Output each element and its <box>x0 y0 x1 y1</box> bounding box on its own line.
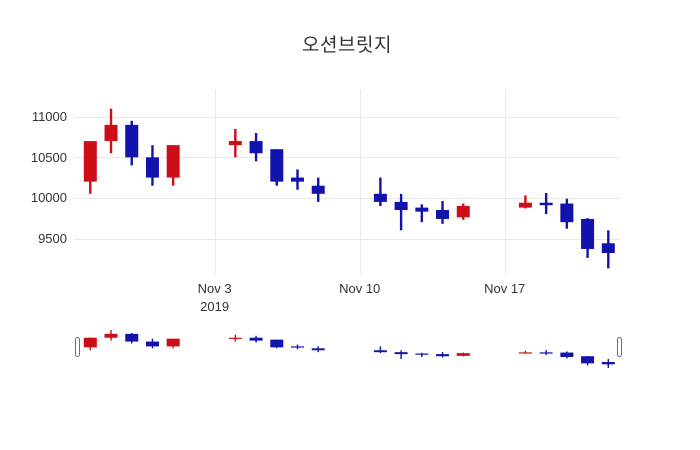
x-tick-label-nov17: Nov 17 <box>484 281 526 296</box>
candle-2019-11-13 <box>415 204 429 223</box>
candle-2019-11-20 <box>560 198 574 229</box>
mini-candle-2019-11-15 <box>456 352 470 357</box>
mini-candle-2019-11-19 <box>539 350 553 356</box>
candle-2019-10-29 <box>104 108 118 154</box>
mini-candle-2019-11-08 <box>311 346 325 353</box>
candle-2019-11-12 <box>394 193 408 231</box>
candle-2019-11-15 <box>456 203 470 220</box>
candle-2019-11-14 <box>436 201 450 224</box>
x-tick-label-nov3-year: 2019 <box>200 299 230 314</box>
mini-candle-2019-11-05 <box>249 335 263 343</box>
mini-candle-2019-11-12 <box>394 350 408 359</box>
gridline-x-nov3 <box>214 90 216 274</box>
candle-2019-10-28 <box>83 141 97 194</box>
candle-2019-11-06 <box>270 149 284 186</box>
candle-2019-11-21 <box>581 218 595 258</box>
main-plot-area[interactable] <box>74 90 620 275</box>
candle-2019-11-04 <box>228 128 242 158</box>
candle-2019-10-31 <box>145 145 159 186</box>
gridline-y-9500 <box>74 238 620 240</box>
mini-candle-2019-11-18 <box>518 350 532 354</box>
candle-2019-11-11 <box>373 177 387 206</box>
y-tick-label-9500: 9500 <box>38 230 67 246</box>
x-tick-label-nov3: Nov 3 2019 <box>198 280 232 316</box>
chart-title: 오션브릿지 <box>302 35 392 56</box>
x-tick-label-nov10: Nov 10 <box>339 281 381 296</box>
candle-2019-11-22 <box>601 230 615 269</box>
mini-candle-2019-10-28 <box>83 337 97 351</box>
y-tick-label-10500: 10500 <box>30 149 67 165</box>
mini-candle-2019-10-29 <box>104 330 118 341</box>
mini-candle-2019-11-21 <box>581 356 595 366</box>
y-tick-label-11000: 11000 <box>31 109 67 124</box>
mini-candle-2019-11-04 <box>228 334 242 342</box>
mini-candle-2019-11-07 <box>291 344 304 350</box>
candle-2019-11-19 <box>539 192 553 215</box>
gridline-x-nov10 <box>359 90 361 274</box>
candle-2019-11-01 <box>166 145 180 186</box>
mini-candle-2019-11-14 <box>436 351 450 358</box>
mini-candle-2019-11-06 <box>270 339 284 349</box>
rangeslider-left-handle[interactable] <box>74 337 80 357</box>
x-tick-label-nov3-line1: Nov 3 <box>197 281 232 296</box>
candle-2019-10-30 <box>125 120 139 166</box>
candle-2019-11-05 <box>249 132 263 162</box>
y-tick-label-10000: 10000 <box>30 190 67 205</box>
mini-candle-2019-10-30 <box>125 332 139 344</box>
mini-candle-2019-11-22 <box>601 358 615 368</box>
candle-2019-11-07 <box>291 169 304 190</box>
mini-candle-2019-10-31 <box>145 338 159 349</box>
candle-2019-11-08 <box>311 177 325 202</box>
gridline-y-10500 <box>74 157 620 159</box>
mini-candle-2019-11-01 <box>166 338 180 349</box>
mini-candle-2019-11-11 <box>373 346 387 354</box>
gridline-x-nov17 <box>504 90 506 274</box>
candle-2019-11-18 <box>518 195 532 209</box>
gridline-y-11000 <box>74 116 620 118</box>
mini-candle-2019-11-13 <box>415 352 429 358</box>
rangeslider-right-handle[interactable] <box>616 337 622 357</box>
rangeslider[interactable] <box>74 327 620 372</box>
mini-candle-2019-11-20 <box>560 351 574 359</box>
gridline-y-10000 <box>74 197 620 199</box>
